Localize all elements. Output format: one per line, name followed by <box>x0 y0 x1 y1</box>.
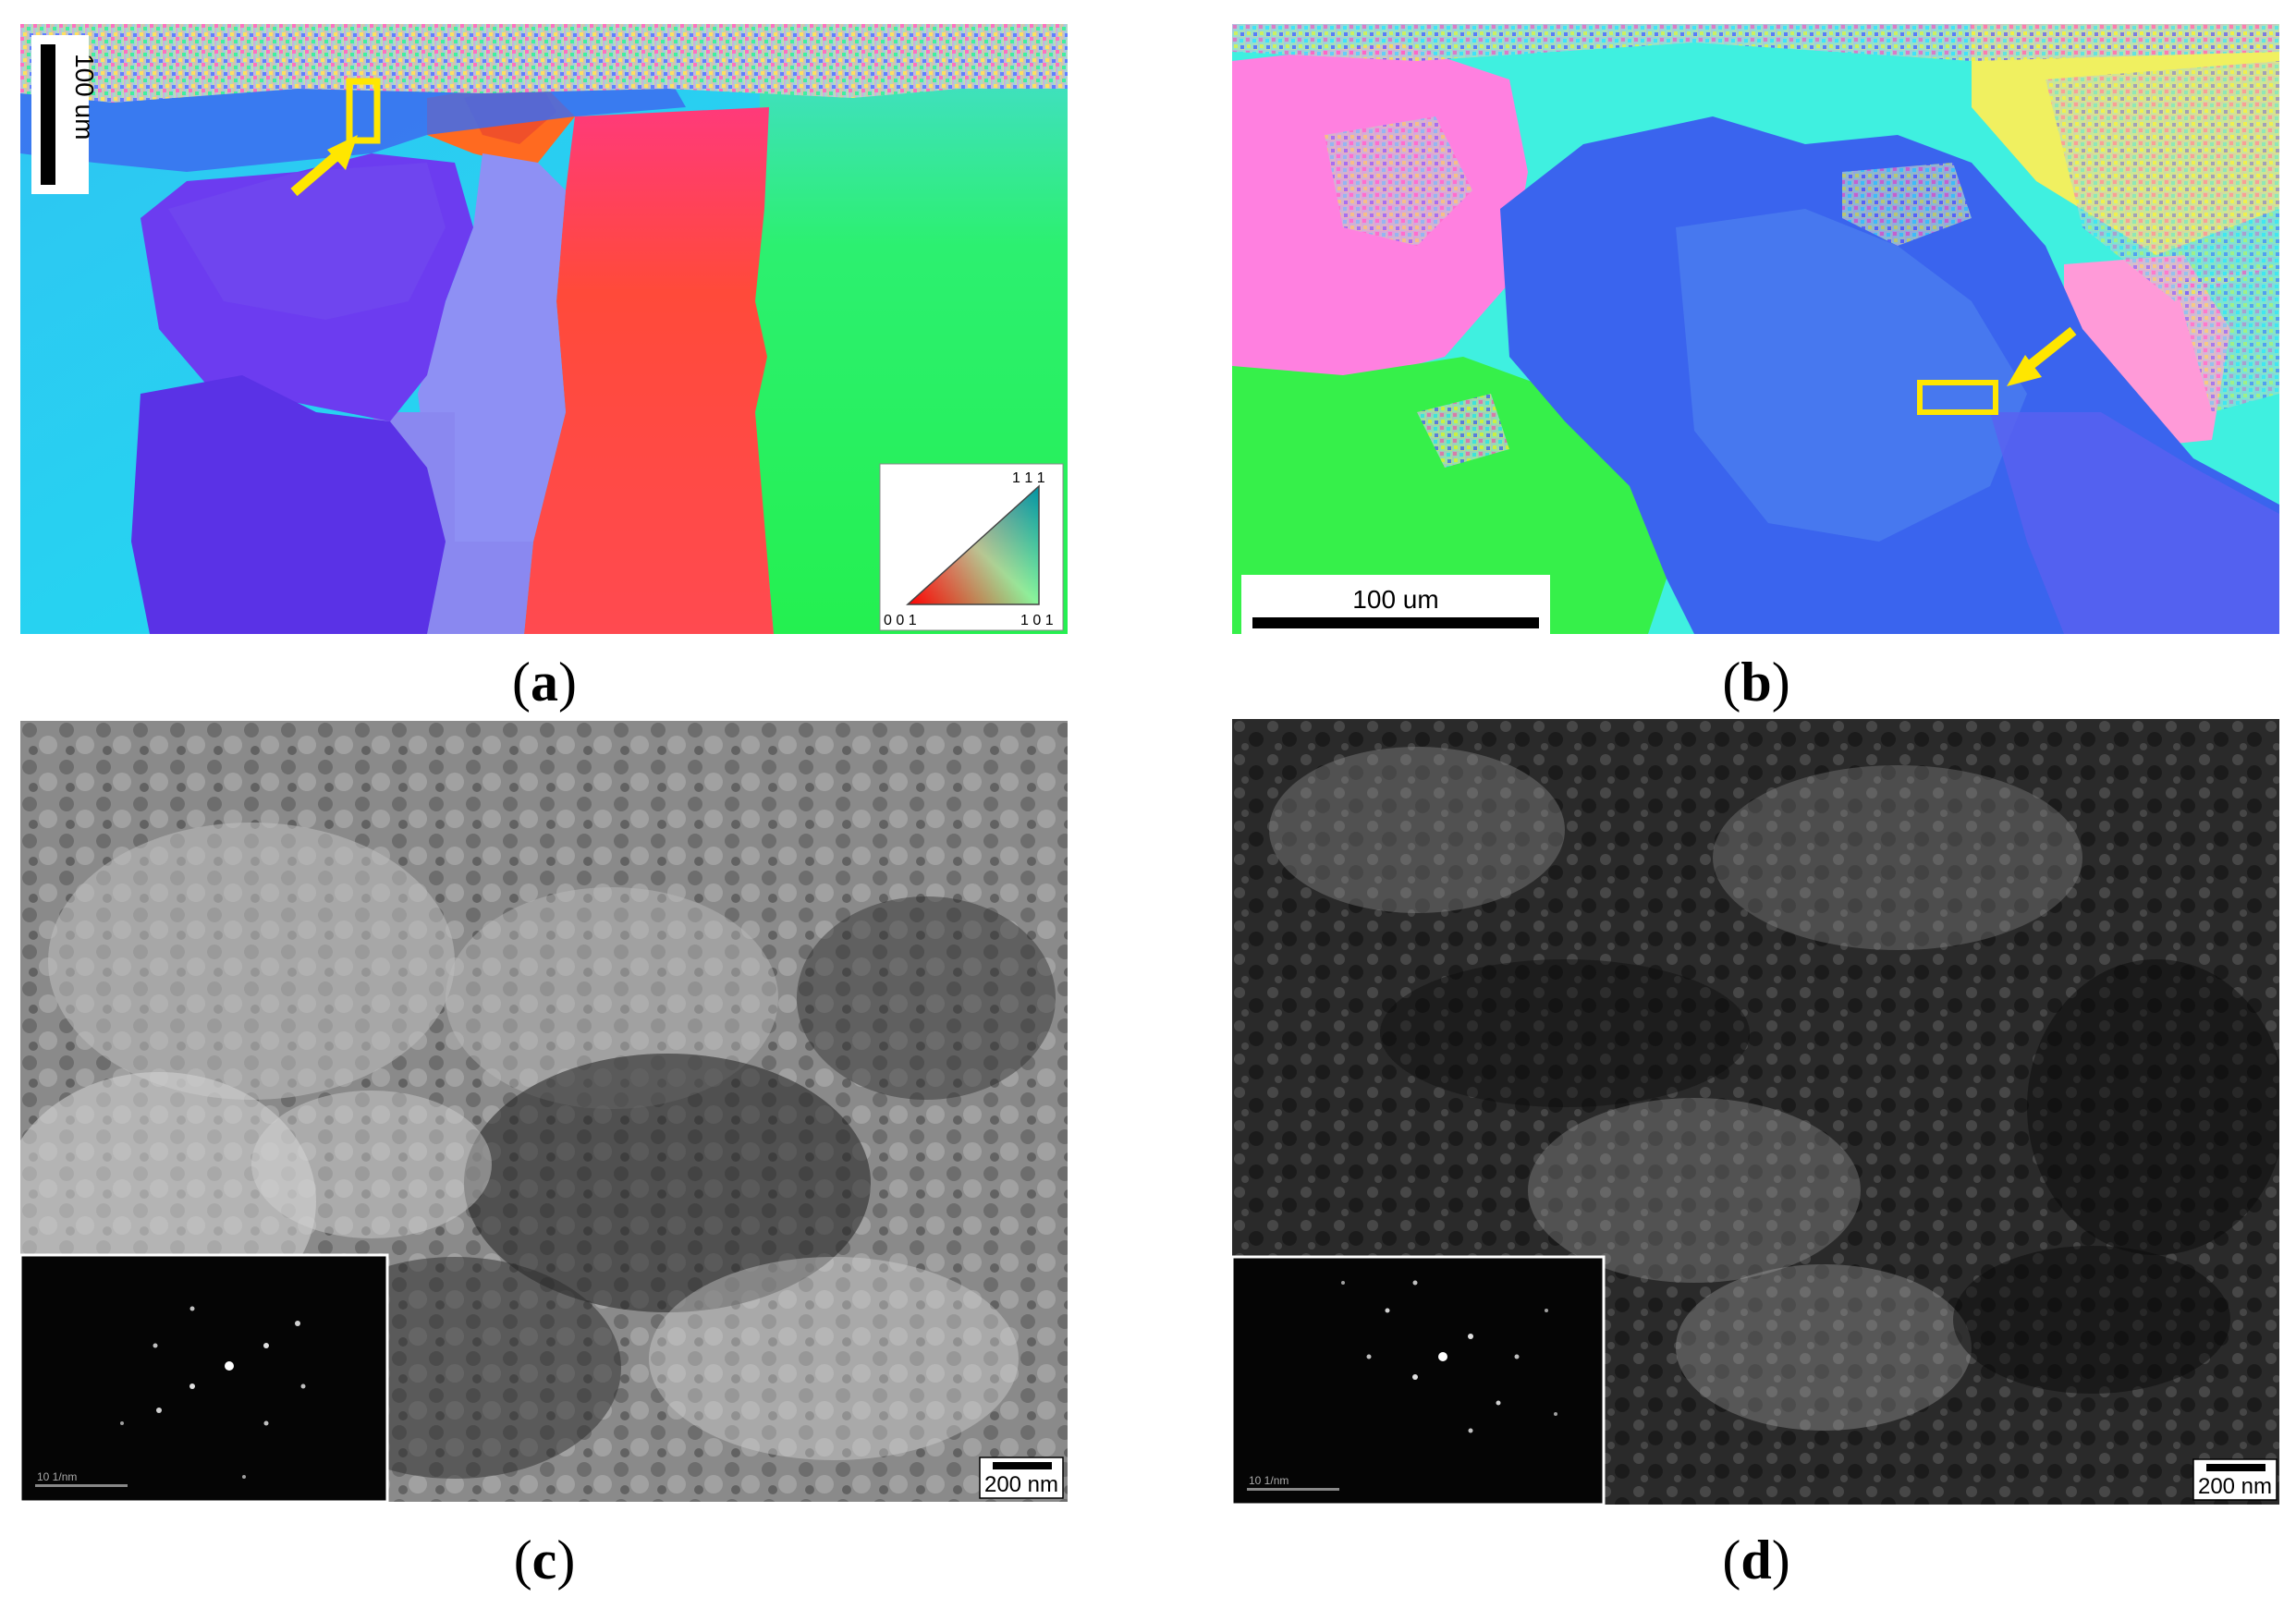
panel-a-ipf-legend: 1 1 1 0 0 1 1 0 1 <box>879 463 1064 631</box>
panel-c-scale-bar <box>993 1462 1052 1469</box>
caption-b: (b) <box>1722 652 1790 713</box>
ipf-legend-left: 0 0 1 <box>884 613 917 628</box>
panel-c-scale-bar-label: 200 nm <box>984 1472 1058 1497</box>
panel-b-highlight-box <box>1917 380 1998 415</box>
caption-d: (d) <box>1722 1530 1790 1591</box>
ipf-legend-right: 1 0 1 <box>1020 613 1054 628</box>
panel-c-diffraction-inset: 10 1/nm <box>20 1253 389 1502</box>
panel-d-diffraction-scale-label: 10 1/nm <box>1249 1474 1288 1487</box>
panel-d-scale-bar <box>2206 1464 2265 1471</box>
panel-a-highlight-box <box>346 78 381 144</box>
panel-d-tem-image: 10 1/nm 200 nm <box>1232 719 2279 1505</box>
panel-d-diffraction-inset: 10 1/nm <box>1232 1255 1606 1505</box>
panel-c-tem-image: 10 1/nm 200 nm <box>20 721 1068 1502</box>
caption-c: (c) <box>513 1530 576 1591</box>
caption-a: (a) <box>512 652 577 713</box>
panel-b-ebsd-map: 100 um <box>1232 24 2279 634</box>
ipf-legend-top: 1 1 1 <box>1012 470 1045 486</box>
panel-c-diffraction-scale-label: 10 1/nm <box>37 1470 77 1483</box>
caption-b-letter: b <box>1740 652 1772 713</box>
caption-a-letter: a <box>531 652 558 713</box>
panel-a-ebsd-map: 100 um 1 1 1 0 0 1 1 0 1 <box>20 24 1068 634</box>
panel-b-scale-bar <box>1252 617 1539 628</box>
panel-a-scale-bar <box>41 44 55 185</box>
caption-d-letter: d <box>1740 1530 1772 1591</box>
panel-b-arrow-icon <box>2023 326 2077 372</box>
caption-c-letter: c <box>531 1530 557 1591</box>
panel-a-scale-bar-label: 100 um <box>70 54 99 140</box>
panel-d-scale-bar-label: 200 nm <box>2198 1474 2272 1499</box>
panel-b-scale-bar-label: 100 um <box>1352 585 1438 614</box>
panel-a-arrow-icon <box>290 149 343 197</box>
